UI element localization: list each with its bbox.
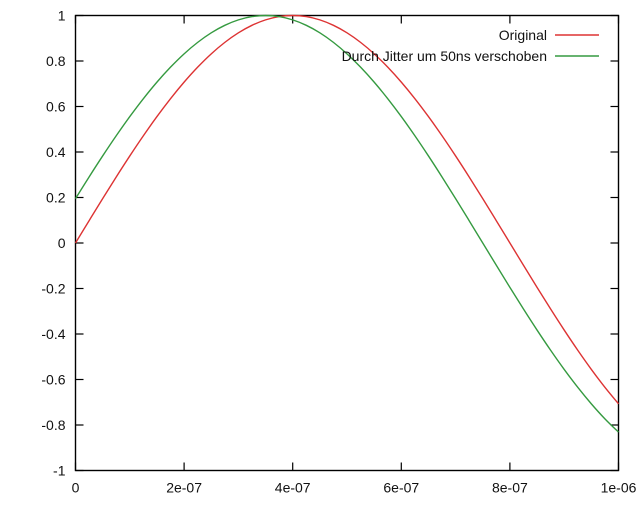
- y-tick-label: -0.4: [41, 326, 65, 342]
- series-line-0: [74, 14, 620, 405]
- y-tick-label: -0.2: [41, 281, 65, 297]
- y-tick-label: 0.4: [46, 144, 66, 160]
- x-tick-label: 0: [72, 480, 80, 496]
- y-tick-label: 0.8: [46, 53, 66, 69]
- legend-label: Original: [499, 27, 547, 43]
- plot-border: [74, 14, 620, 472]
- legend-label: Durch Jitter um 50ns verschoben: [342, 48, 547, 64]
- legend-entry-0: Original: [499, 27, 599, 43]
- x-tick-label: 1e-06: [601, 480, 637, 496]
- x-tick-label: 8e-07: [492, 480, 528, 496]
- y-tick-label: -0.8: [41, 417, 65, 433]
- x-tick-label: 4e-07: [275, 480, 311, 496]
- y-tick-label: 1: [58, 8, 66, 24]
- y-tick-label: 0.6: [46, 99, 66, 115]
- y-tick-label: 0: [58, 235, 66, 251]
- y-tick-label: -0.6: [41, 372, 65, 388]
- series-line-1: [74, 14, 619, 433]
- y-tick-label: 0.2: [46, 190, 66, 206]
- legend-entry-1: Durch Jitter um 50ns verschoben: [342, 48, 599, 64]
- x-tick-label: 6e-07: [383, 480, 419, 496]
- y-tick-label: -1: [53, 463, 66, 479]
- x-tick-label: 2e-07: [166, 480, 202, 496]
